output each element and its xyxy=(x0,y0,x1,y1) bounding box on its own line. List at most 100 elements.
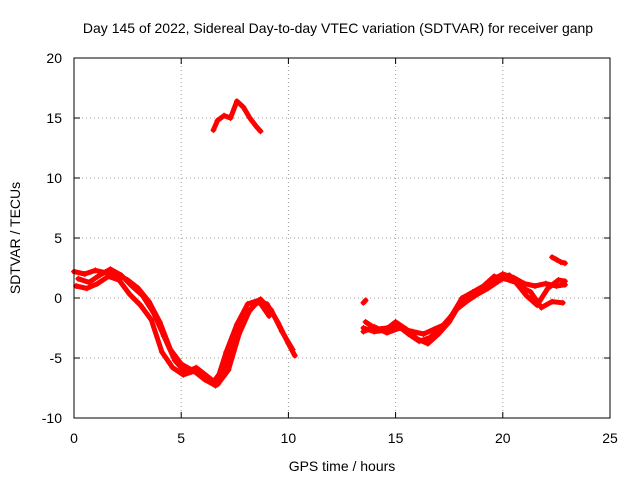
data-point xyxy=(83,285,90,292)
data-point xyxy=(291,352,298,359)
data-point xyxy=(210,127,217,133)
data-point xyxy=(137,302,144,309)
data-point xyxy=(469,289,476,295)
data-point xyxy=(212,382,219,389)
data-point xyxy=(150,309,157,316)
data-point xyxy=(557,259,564,265)
x-tick-label: 20 xyxy=(495,430,511,446)
data-point xyxy=(523,292,530,299)
data-point xyxy=(75,275,82,282)
data-point xyxy=(396,325,403,331)
data-point xyxy=(255,297,262,304)
data-point xyxy=(244,301,251,307)
data-point xyxy=(158,349,165,355)
data-point xyxy=(233,321,240,328)
series-trace xyxy=(71,267,298,385)
y-tick-label: -5 xyxy=(50,350,63,366)
series-track-h xyxy=(360,297,369,306)
data-point xyxy=(459,295,466,301)
data-point xyxy=(491,273,498,280)
data-point xyxy=(516,283,523,289)
y-tick-label: -10 xyxy=(42,410,62,426)
data-point xyxy=(233,98,240,105)
data-point xyxy=(253,123,260,130)
y-tick-label: 20 xyxy=(46,50,62,66)
data-point xyxy=(148,316,155,323)
data-point xyxy=(105,273,112,280)
data-point xyxy=(549,254,556,261)
data-point xyxy=(384,329,391,336)
y-tick-label: 5 xyxy=(54,230,62,246)
data-point xyxy=(128,283,135,289)
x-tick-label: 5 xyxy=(177,430,185,446)
x-axis-label: GPS time / hours xyxy=(289,458,396,474)
series-track-e xyxy=(360,271,568,347)
axis-ticks xyxy=(73,57,611,419)
grid xyxy=(74,58,610,418)
series-track-i xyxy=(549,254,568,267)
data-point xyxy=(92,267,99,274)
data-point xyxy=(531,283,538,289)
data-point xyxy=(553,256,560,263)
data-point xyxy=(561,278,568,285)
chart-title: Day 145 of 2022, Sidereal Day-to-day VTE… xyxy=(83,20,593,36)
data-point xyxy=(426,334,433,341)
data-point xyxy=(416,338,423,345)
series-track-g xyxy=(360,272,566,337)
data-point xyxy=(246,307,253,313)
data-point xyxy=(214,117,221,124)
data-point xyxy=(561,260,568,267)
data-point xyxy=(360,328,367,335)
data-point xyxy=(484,285,491,292)
data-point xyxy=(544,285,551,292)
tick-labels: 0 5 10 15 20 25 -10 -5 0 5 10 15 20 xyxy=(42,50,618,446)
data-point xyxy=(227,115,234,121)
data-point xyxy=(171,357,178,364)
data-point xyxy=(139,292,146,299)
data-point xyxy=(549,298,556,305)
data-point xyxy=(191,368,198,375)
data-point xyxy=(201,376,208,383)
data-point xyxy=(266,313,273,319)
x-tick-label: 10 xyxy=(281,430,297,446)
series-track-a xyxy=(71,267,298,385)
data-point xyxy=(420,331,427,337)
data-point xyxy=(527,289,534,295)
data-point xyxy=(193,364,200,371)
data-point xyxy=(180,371,187,378)
series-track-b xyxy=(75,266,296,388)
data-point xyxy=(96,272,103,279)
data-point xyxy=(257,128,264,135)
data-points xyxy=(71,98,568,389)
data-point xyxy=(362,297,369,304)
data-point xyxy=(559,299,566,306)
data-point xyxy=(107,266,114,273)
data-point xyxy=(431,326,438,333)
data-point xyxy=(538,304,545,311)
data-point xyxy=(362,319,369,325)
data-point xyxy=(81,271,88,277)
data-point xyxy=(409,328,416,335)
data-point xyxy=(452,307,459,313)
y-axis-label: SDTVAR / TECUs xyxy=(7,182,23,294)
series-track-d xyxy=(210,98,264,135)
x-tick-label: 25 xyxy=(602,430,618,446)
y-tick-label: 10 xyxy=(46,170,62,186)
series-trace xyxy=(549,254,568,266)
data-point xyxy=(223,349,230,355)
data-point xyxy=(542,280,549,287)
data-point xyxy=(278,328,285,335)
data-point xyxy=(86,279,93,286)
x-tick-label: 15 xyxy=(388,430,404,446)
data-point xyxy=(289,346,296,353)
data-point xyxy=(474,291,481,298)
y-tick-label: 15 xyxy=(46,110,62,126)
data-point xyxy=(555,277,562,283)
data-point xyxy=(441,321,448,328)
data-point xyxy=(225,367,232,373)
x-tick-label: 0 xyxy=(70,430,78,446)
data-point xyxy=(240,104,247,111)
data-point xyxy=(169,364,176,371)
data-point xyxy=(116,277,123,283)
